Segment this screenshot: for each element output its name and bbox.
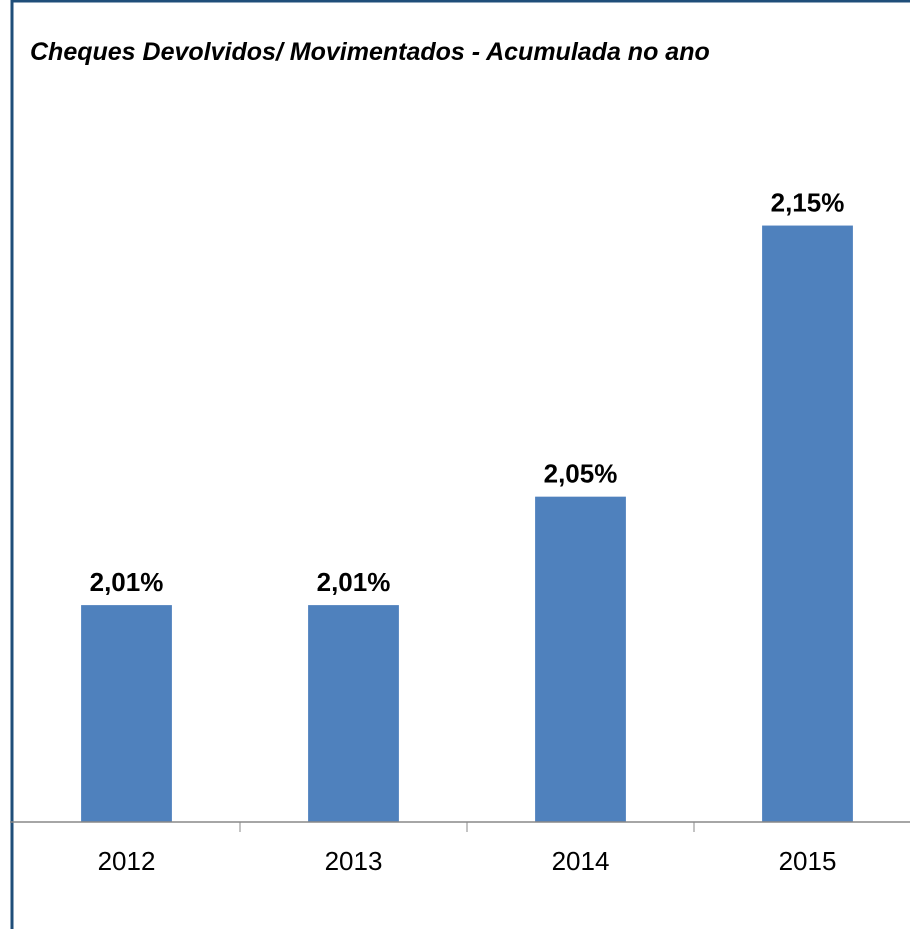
x-tick-label: 2012 bbox=[98, 846, 156, 876]
value-label: 2,01% bbox=[90, 567, 164, 597]
value-label: 2,05% bbox=[544, 459, 618, 489]
value-label: 2,01% bbox=[317, 567, 391, 597]
bar bbox=[81, 605, 172, 822]
chart-title: Cheques Devolvidos/ Movimentados - Acumu… bbox=[30, 38, 710, 66]
x-tick-label: 2015 bbox=[779, 846, 837, 876]
bar bbox=[535, 496, 626, 822]
value-label: 2,15% bbox=[771, 188, 845, 218]
x-tick-label: 2014 bbox=[552, 846, 610, 876]
x-tick-label: 2013 bbox=[325, 846, 383, 876]
bar bbox=[308, 605, 399, 822]
bar bbox=[762, 225, 853, 823]
